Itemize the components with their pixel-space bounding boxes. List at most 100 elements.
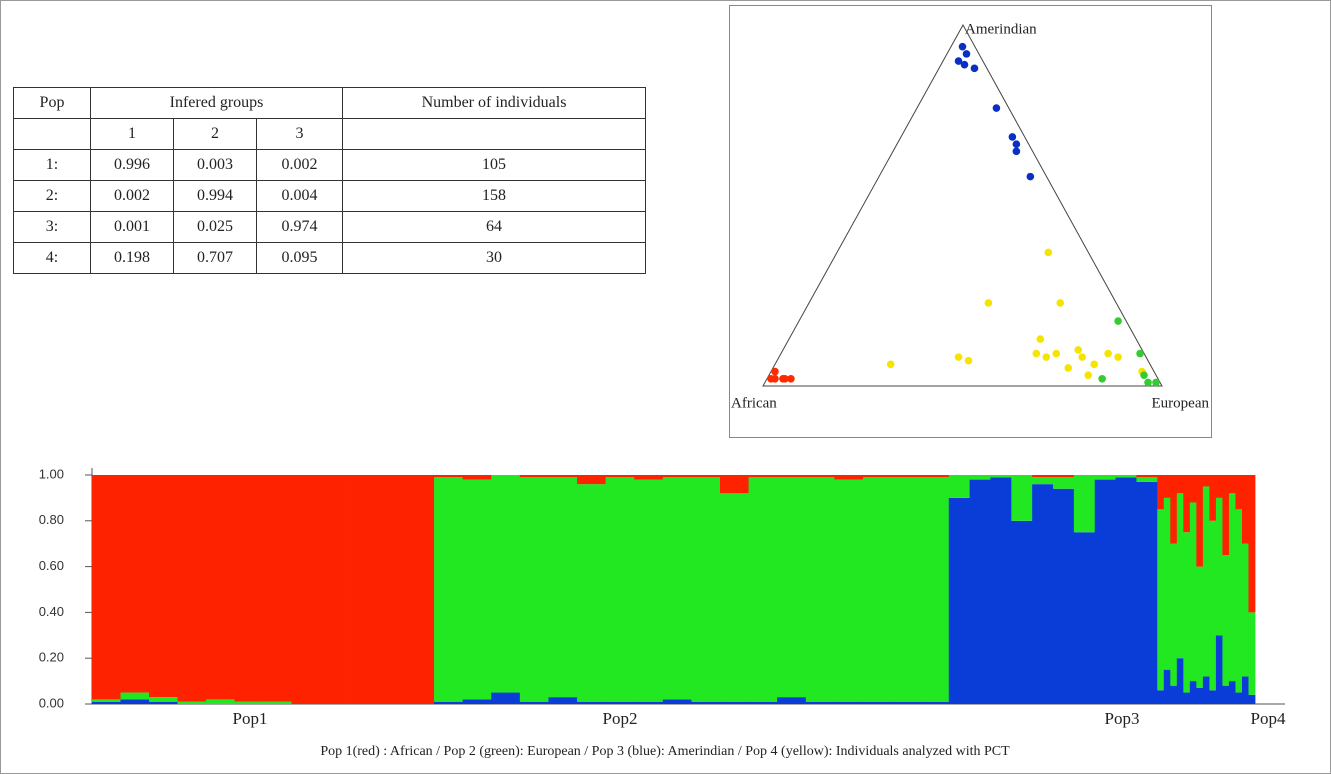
table-row: 2: 0.002 0.994 0.004 158 xyxy=(13,180,646,212)
bar-segment xyxy=(605,477,635,702)
bar-segment xyxy=(234,701,264,704)
bar-segment xyxy=(691,701,721,704)
bar-segment xyxy=(92,699,121,702)
bar-segment xyxy=(891,477,921,702)
bar-segment xyxy=(805,701,835,704)
group-label: Pop4 xyxy=(1251,709,1286,728)
bar-segment xyxy=(920,701,950,704)
table-cell: 64 xyxy=(342,211,646,243)
bar-segment xyxy=(1176,493,1184,659)
bar-segment xyxy=(805,477,835,702)
bar-segment xyxy=(1196,566,1204,688)
bar-segment xyxy=(834,479,864,702)
bar-segment xyxy=(862,477,892,702)
bar-segment xyxy=(1183,532,1191,693)
table-cell: 0.002 xyxy=(256,149,343,181)
bar-segment xyxy=(405,475,435,704)
subheader-cell: 1 xyxy=(90,118,174,150)
bar-segment xyxy=(1176,658,1184,704)
bar-segment xyxy=(1115,477,1137,704)
bar-segment xyxy=(577,701,607,704)
bar-segment xyxy=(1248,475,1256,613)
bar-segment xyxy=(519,475,549,478)
bar-segment xyxy=(1170,685,1178,704)
subheader-cell: 3 xyxy=(256,118,343,150)
bar-segment xyxy=(491,475,521,693)
caption: Pop 1(red) : African / Pop 2 (green): Eu… xyxy=(320,744,1010,759)
bar-segment xyxy=(862,701,892,704)
bar-segment xyxy=(748,475,778,478)
bar-segment xyxy=(1215,475,1223,498)
bar-segment xyxy=(348,475,378,704)
bar-segment xyxy=(519,701,549,704)
table-cell: 2: xyxy=(13,180,91,212)
bar-segment xyxy=(1222,475,1230,556)
bar-segment xyxy=(920,477,950,702)
bar-segment xyxy=(605,475,635,478)
bar-segment xyxy=(777,697,807,704)
ternary-point xyxy=(1026,172,1035,181)
bar-segment xyxy=(491,692,521,704)
ternary-point xyxy=(960,60,969,69)
empty-cell xyxy=(342,118,646,150)
bar-segment xyxy=(1202,475,1210,487)
bar-segment xyxy=(969,479,991,704)
bar-segment xyxy=(548,477,578,698)
bar-segment xyxy=(1163,497,1171,670)
ternary-point xyxy=(1098,374,1106,383)
bar-segment xyxy=(434,701,464,704)
ternary-point xyxy=(886,360,895,369)
bar-segment xyxy=(1189,502,1197,682)
y-tick-label: 0.40 xyxy=(39,604,64,619)
bar-segment xyxy=(120,699,150,704)
bar-segment xyxy=(720,701,750,704)
ternary-triangle xyxy=(762,23,1163,387)
ternary-point xyxy=(1036,335,1045,343)
bar-segment xyxy=(891,475,921,478)
ternary-point xyxy=(1104,349,1112,358)
bar-segment xyxy=(291,475,321,704)
table-cell: 1: xyxy=(13,149,91,181)
bar-segment xyxy=(1032,477,1054,485)
ternary-point xyxy=(970,64,979,73)
bar-segment xyxy=(1032,475,1054,478)
bar-segment xyxy=(519,477,549,702)
bar-segment xyxy=(577,475,607,485)
group-label: Pop3 xyxy=(1105,709,1140,728)
ternary-point xyxy=(1044,248,1053,257)
ternary-point xyxy=(1114,317,1122,325)
bar-segment xyxy=(720,493,750,702)
bar-segment xyxy=(1241,475,1249,544)
bar-segment xyxy=(1136,475,1158,478)
bar-segment xyxy=(120,475,150,693)
ternary-point xyxy=(1012,147,1021,156)
bar-segment xyxy=(206,699,235,704)
ternary-point xyxy=(962,50,971,58)
bar-segment xyxy=(177,701,207,704)
ternary-point xyxy=(771,374,779,383)
ternary-point xyxy=(964,356,973,365)
bar-segment xyxy=(462,479,492,700)
bar-segment xyxy=(1189,681,1197,704)
ternary-point xyxy=(787,374,795,383)
y-tick-label: 1.00 xyxy=(39,466,64,481)
ternary-point xyxy=(1012,140,1021,148)
bar-segment xyxy=(1073,532,1096,704)
bar-segment xyxy=(234,475,264,702)
bar-segment xyxy=(748,701,778,704)
ternary-point xyxy=(1074,346,1083,354)
bar-segment xyxy=(1202,486,1210,677)
ternary-point xyxy=(1090,360,1098,369)
bar-segment xyxy=(263,701,292,704)
bar-segment xyxy=(691,475,721,478)
bar-segment xyxy=(434,477,464,702)
bar-segment xyxy=(149,697,178,702)
bar-segment xyxy=(990,477,1012,704)
bar-segment xyxy=(377,475,406,704)
bar-segment xyxy=(1248,694,1256,704)
bar-segment xyxy=(748,477,778,702)
bar-segment xyxy=(948,497,971,704)
bar-segment xyxy=(177,475,207,702)
ternary-point xyxy=(954,353,963,361)
